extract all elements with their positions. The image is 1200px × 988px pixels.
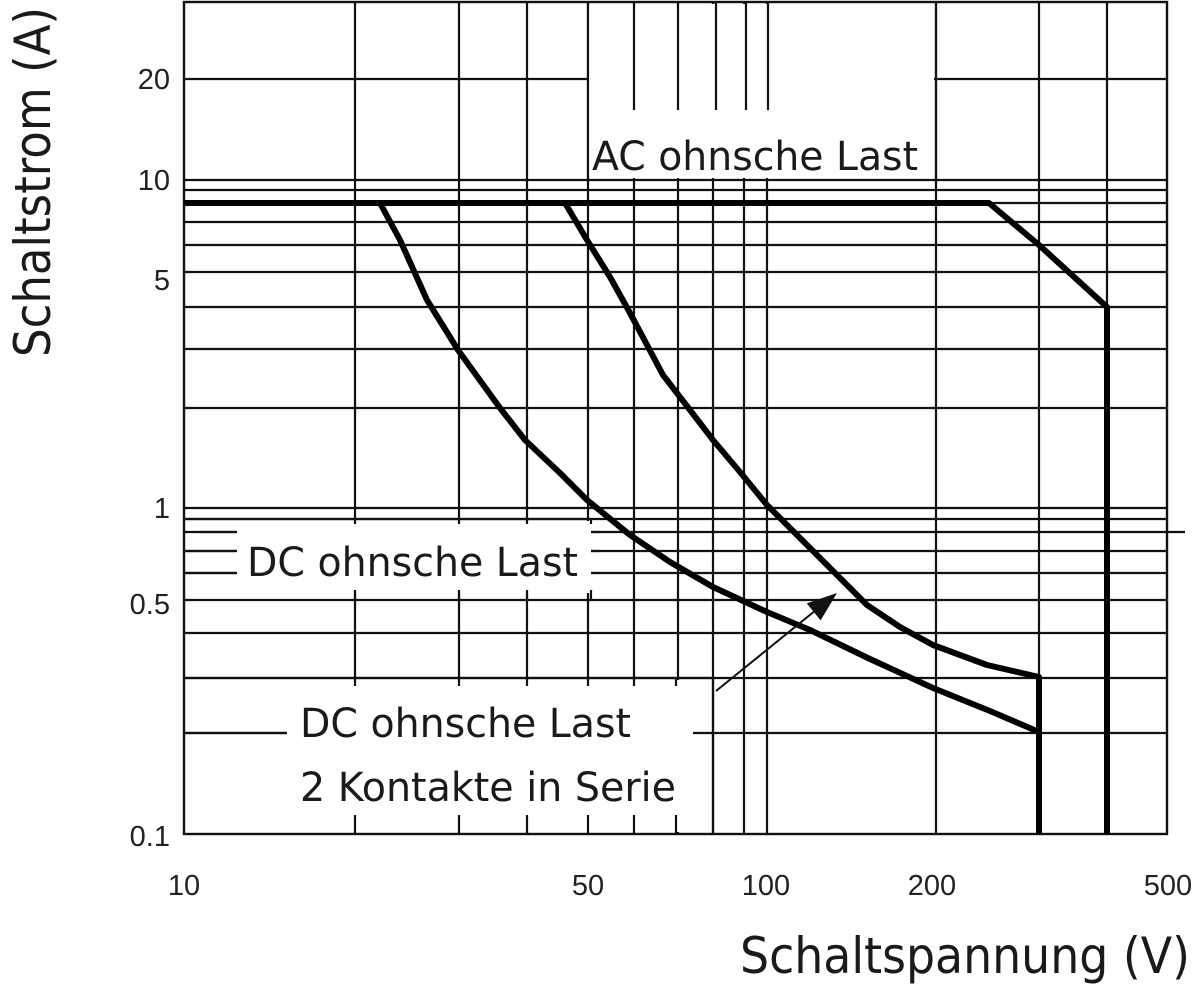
label-background — [237, 521, 591, 593]
x-tick-label: 200 — [908, 870, 956, 902]
curve-dc-ohnsche-last — [377, 201, 1042, 834]
arrow-shaft — [715, 611, 815, 692]
x-tick-label: 50 — [572, 870, 604, 902]
tick-stubs — [184, 2, 938, 834]
label-backgrounds — [237, 4, 934, 832]
y-tick-label: 10 — [138, 165, 170, 197]
label-ac-ohnsche-last: AC ohnsche Last — [592, 134, 918, 180]
curve-dc-2-kontakte-in-serie — [562, 201, 1042, 834]
y-tick-label: 1 — [154, 493, 170, 525]
y-axis-title: Schaltstrom (A) — [4, 7, 62, 357]
label-background — [589, 4, 934, 178]
y-tick-label: 5 — [154, 265, 170, 297]
x-tick-label: 500 — [1144, 870, 1192, 902]
curves — [184, 200, 1110, 834]
x-tick-label: 10 — [168, 870, 200, 902]
x-axis-title: Schaltspannung (V) — [740, 927, 1190, 985]
x-tick-label: 100 — [742, 870, 790, 902]
label-dc-2-kontakte-line1: DC ohnsche Last — [300, 701, 631, 747]
plot-frame — [182, 0, 1169, 836]
curve-ac-ohnsche-last — [184, 200, 1110, 834]
arrow-head-icon — [806, 593, 837, 621]
label-dc-ohnsche-last: DC ohnsche Last — [247, 540, 578, 586]
y-tick-labels: 20 10 5 1 0.5 0.1 — [130, 64, 170, 853]
label-background — [287, 680, 711, 832]
y-tick-label: 0.1 — [130, 821, 170, 853]
annotation-arrow — [715, 593, 837, 692]
y-tick-label: 20 — [138, 64, 170, 96]
y-tick-label: 0.5 — [130, 589, 170, 621]
x-tick-labels: 10 50 100 200 500 — [168, 870, 1192, 902]
label-dc-2-kontakte-line2: 2 Kontakte in Serie — [300, 765, 676, 811]
